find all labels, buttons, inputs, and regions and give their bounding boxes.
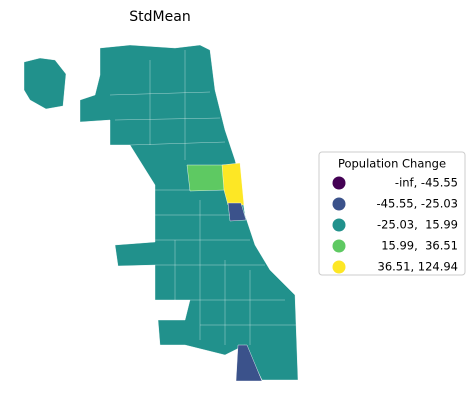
region bbox=[186, 164, 226, 192]
region bbox=[79, 44, 299, 381]
region bbox=[235, 344, 263, 382]
region bbox=[23, 57, 67, 110]
legend: Population Change -inf, -45.55 -45.55, -2… bbox=[318, 151, 466, 276]
legend-marker bbox=[332, 197, 346, 211]
legend-label: 36.51, 124.94 bbox=[378, 260, 458, 274]
legend-title: Population Change bbox=[338, 157, 446, 171]
legend-label: -25.03, 15.99 bbox=[377, 218, 458, 232]
legend-marker bbox=[332, 239, 346, 253]
legend-label: 15.99, 36.51 bbox=[381, 239, 458, 253]
legend-marker bbox=[332, 260, 346, 274]
legend-box bbox=[318, 151, 466, 276]
legend-label: -45.55, -25.03 bbox=[377, 197, 458, 211]
map-title: StdMean bbox=[129, 9, 190, 25]
boundaries bbox=[109, 50, 296, 345]
legend-marker bbox=[332, 218, 346, 232]
legend-label: -inf, -45.55 bbox=[395, 176, 458, 190]
map bbox=[23, 44, 299, 382]
legend-marker bbox=[332, 176, 346, 190]
